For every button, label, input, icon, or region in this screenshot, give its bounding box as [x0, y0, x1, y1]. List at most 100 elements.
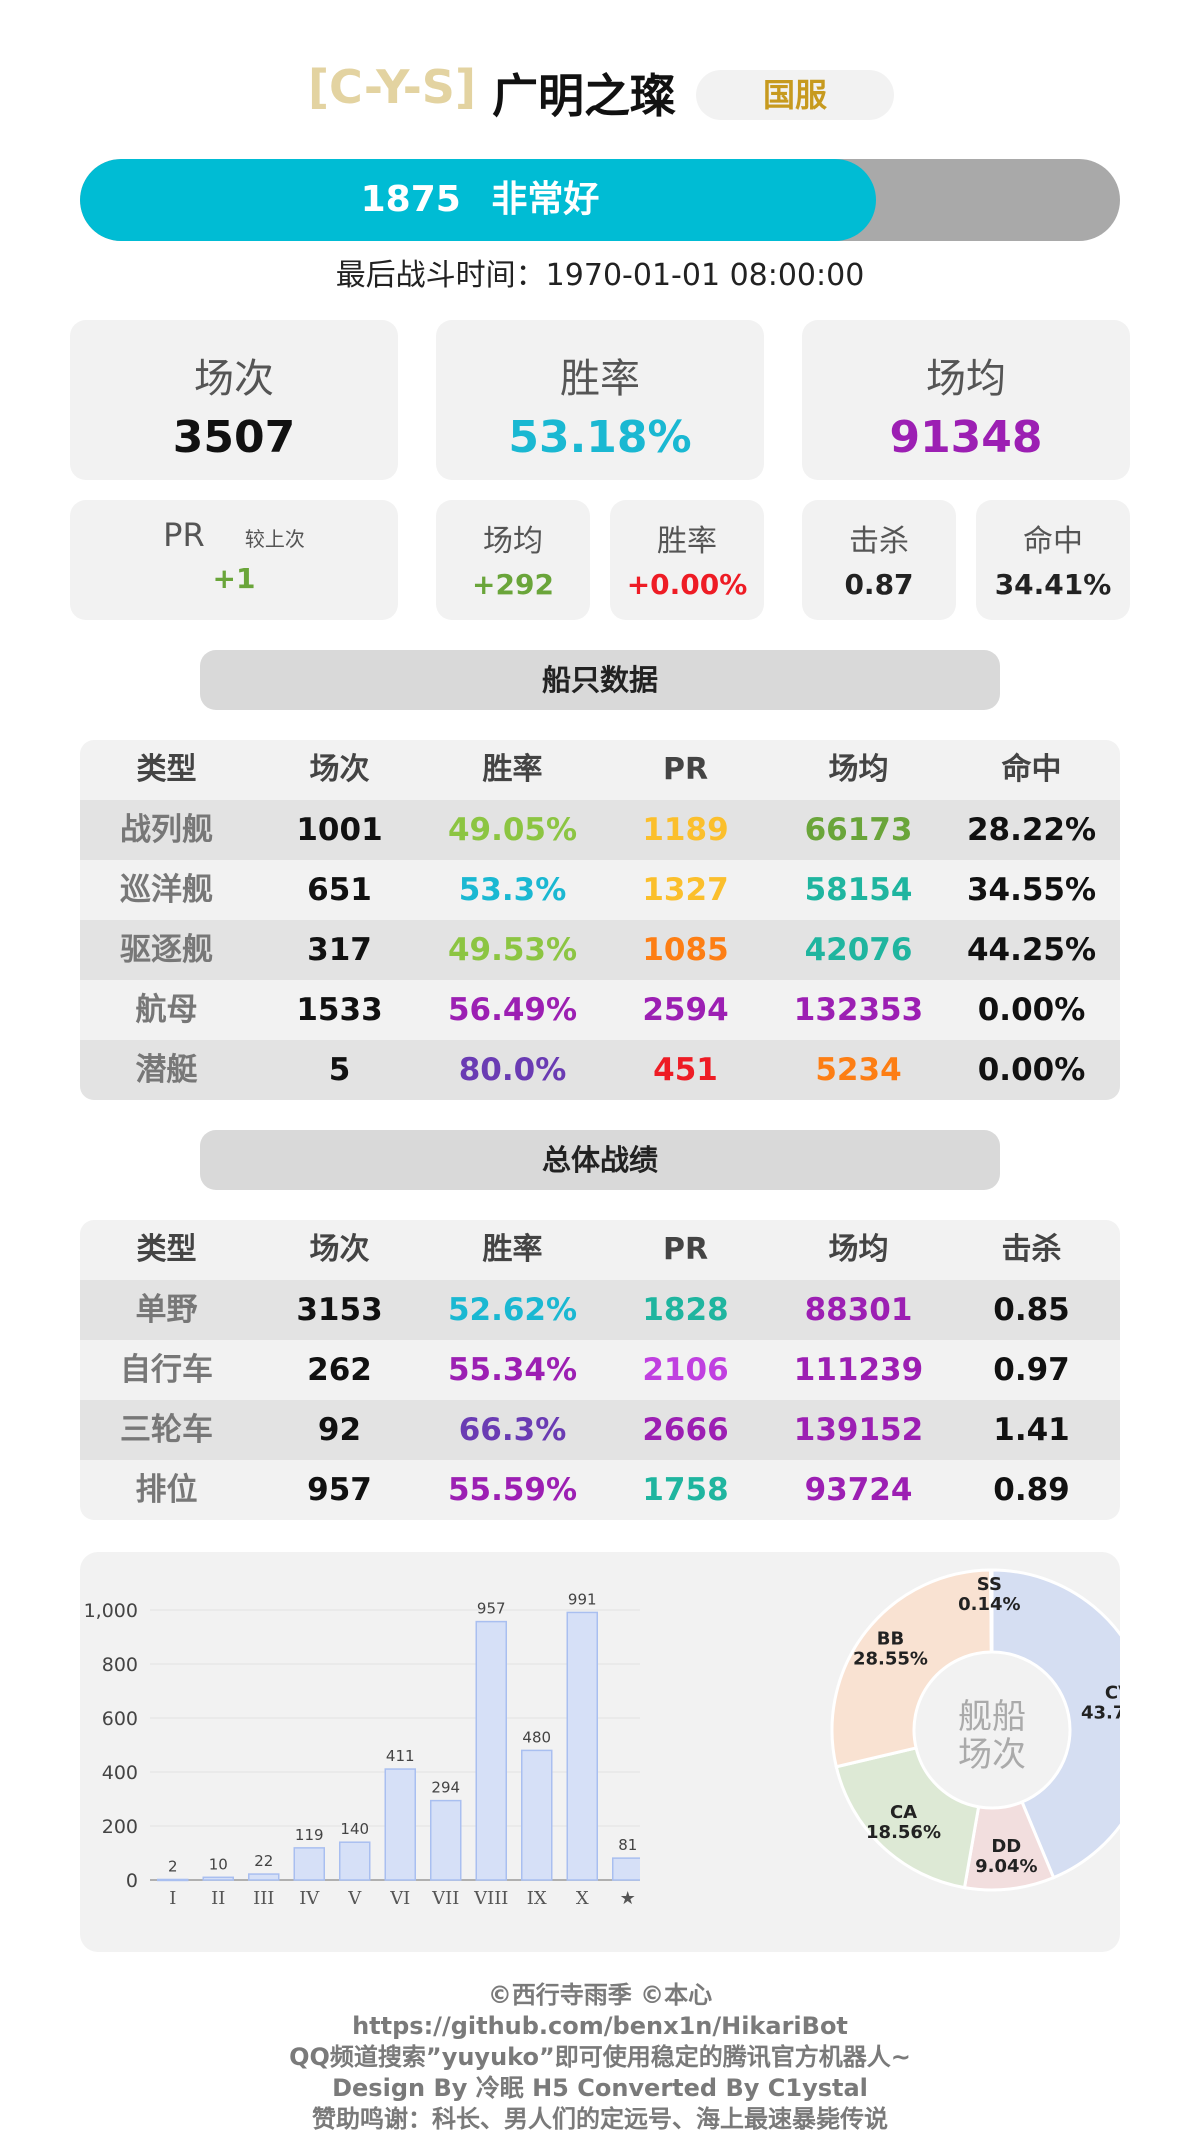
avg-damage-change-card: 场均 +292	[436, 500, 590, 620]
table-cell: 49.53%	[447, 932, 578, 968]
x-tick-label: VII	[431, 1888, 459, 1909]
summary-value: 3507	[172, 412, 296, 463]
table-cell: 55.34%	[447, 1352, 578, 1388]
row-type-cell: 航母	[135, 992, 198, 1028]
table-cell: 49.05%	[447, 812, 578, 848]
pie-label-name: CA	[890, 1802, 917, 1823]
table-cell: 5	[328, 1052, 351, 1088]
pr-rating-text: 1875 非常好	[80, 159, 880, 241]
change-label: 胜率	[657, 524, 717, 559]
pr-rating-label: 非常好	[491, 179, 600, 220]
table-row: 驱逐舰 317 49.53% 1085 42076 44.25%	[80, 920, 1120, 980]
table-cell: 1.41	[993, 1412, 1070, 1448]
pr-progress-bar: 1875 非常好	[80, 159, 1120, 241]
pie-label-pct: 9.04%	[975, 1856, 1037, 1877]
summary-card-battles: 场次 3507	[70, 320, 398, 480]
pie-slice-ss	[989, 1568, 994, 1654]
table-cell: 56.49%	[447, 992, 578, 1028]
bar-X	[566, 1611, 598, 1881]
clan-tag: [C-Y-S]	[308, 60, 476, 114]
table-cell: 0.00%	[977, 992, 1086, 1028]
row-type-cell: 自行车	[120, 1352, 213, 1388]
y-tick-label: 1,000	[84, 1600, 138, 1622]
table-cell: 139152	[793, 1412, 924, 1448]
overall-record-table: 类型 场次 胜率 PR 场均 击杀 单野 3153 52.62% 1828 88301 0.85 自行车…	[80, 1220, 1120, 1520]
column-header: 场次	[309, 1232, 370, 1267]
pr-change-value: +1	[212, 562, 256, 595]
table-cell: 1533	[296, 992, 383, 1028]
change-value: +292	[472, 568, 554, 601]
ship-data-table: 类型 场次 胜率 PR 场均 命中 战列舰 1001 49.05% 1189 66173 28.22%…	[80, 740, 1120, 1100]
x-tick-label: III	[253, 1888, 274, 1909]
table-cell: 1828	[642, 1292, 729, 1328]
chart-panel: 0 200 400 600 800 1,000 2 I 10 II 22 III 119 IV 140 V 41…	[80, 1552, 1120, 1952]
table-cell: 55.59%	[447, 1472, 578, 1508]
table-row: 排位 957 55.59% 1758 93724 0.89	[80, 1460, 1120, 1520]
table-cell: 58154	[804, 872, 913, 908]
table-cell: 28.22%	[966, 812, 1097, 848]
table-row: 自行车 262 55.34% 2106 111239 0.97	[80, 1340, 1120, 1400]
summary-value: 53.18%	[508, 412, 692, 463]
pr-value: 1875	[360, 179, 461, 220]
table-cell: 0.00%	[977, 1052, 1086, 1088]
table-cell: 93724	[804, 1472, 913, 1508]
pie-slice-cv	[990, 1568, 1120, 1880]
bar-IV	[293, 1847, 325, 1881]
pie-label-pct: 28.55%	[853, 1648, 928, 1669]
pr-progress-fill	[80, 159, 876, 241]
bar-VII	[430, 1799, 462, 1881]
table-cell: 651	[307, 872, 372, 908]
table-cell: 34.55%	[966, 872, 1097, 908]
table-cell: 0.89	[993, 1472, 1070, 1508]
table-cell: 44.25%	[966, 932, 1097, 968]
extra-label: 命中	[1023, 524, 1083, 559]
table-cell: 317	[307, 932, 372, 968]
column-header: PR	[662, 1232, 709, 1267]
x-tick-label: X	[576, 1888, 589, 1909]
column-header: PR	[662, 752, 709, 787]
column-header: 类型	[136, 1232, 197, 1267]
table-cell: 66173	[804, 812, 913, 848]
pie-label-pct: 18.56%	[866, 1822, 941, 1843]
bar-I	[157, 1878, 189, 1882]
tier-battles-bar-chart: 0 200 400 600 800 1,000 2 I 10 II 22 III 119 IV 140 V 41…	[84, 1590, 640, 1909]
summary-value: 91348	[889, 412, 1043, 463]
footer-line: 赞助鸣谢：科长、男人们的定远号、海上最速暴毙传说	[312, 2105, 888, 2133]
x-tick-label: ★	[620, 1888, 636, 1909]
bar-data-label: 22	[254, 1852, 273, 1870]
player-header: [C-Y-S] 广明之璨 国服	[0, 58, 1200, 138]
summary-label: 场均	[926, 356, 1006, 402]
bar-VI	[384, 1768, 416, 1881]
x-tick-label: I	[169, 1888, 176, 1909]
pr-change-label: PR	[163, 516, 205, 554]
column-header: 场均	[828, 752, 889, 787]
player-name: 广明之璨	[492, 69, 676, 123]
bar-data-label: 10	[209, 1855, 228, 1873]
table-cell: 1001	[296, 812, 383, 848]
overall-record-title: 总体战绩	[200, 1130, 1000, 1190]
bar-data-label: 140	[340, 1820, 369, 1838]
pie-center-label: 舰船	[958, 1697, 1026, 1737]
bar-data-label: 957	[477, 1600, 506, 1618]
pie-label-name: SS	[977, 1574, 1002, 1595]
bar-data-label: 411	[386, 1747, 415, 1765]
summary-card-avg-damage: 场均 91348	[802, 320, 1130, 480]
extra-label: 击杀	[849, 524, 909, 559]
bar-data-label: 480	[522, 1728, 551, 1746]
row-type-cell: 排位	[135, 1472, 198, 1508]
table-cell: 111239	[793, 1352, 924, 1388]
pie-label-pct: 0.14%	[958, 1594, 1020, 1615]
y-tick-label: 800	[102, 1654, 138, 1676]
column-header: 击杀	[1001, 1232, 1062, 1267]
table-cell: 42076	[804, 932, 913, 968]
bar-data-label: 991	[568, 1590, 597, 1608]
row-type-cell: 巡洋舰	[120, 872, 213, 908]
pie-label-name: CV	[1105, 1683, 1120, 1704]
change-value: +0.00%	[626, 568, 748, 601]
table-row: 潜艇 5 80.0% 451 5234 0.00%	[80, 1040, 1120, 1100]
footer-link[interactable]: https://github.com/benx1n/HikariBot	[352, 2012, 848, 2040]
pr-change-card: PR 较上次 +1	[70, 500, 398, 620]
column-header: 场次	[309, 752, 370, 787]
table-cell: 80.0%	[458, 1052, 567, 1088]
table-cell: 2594	[642, 992, 729, 1028]
